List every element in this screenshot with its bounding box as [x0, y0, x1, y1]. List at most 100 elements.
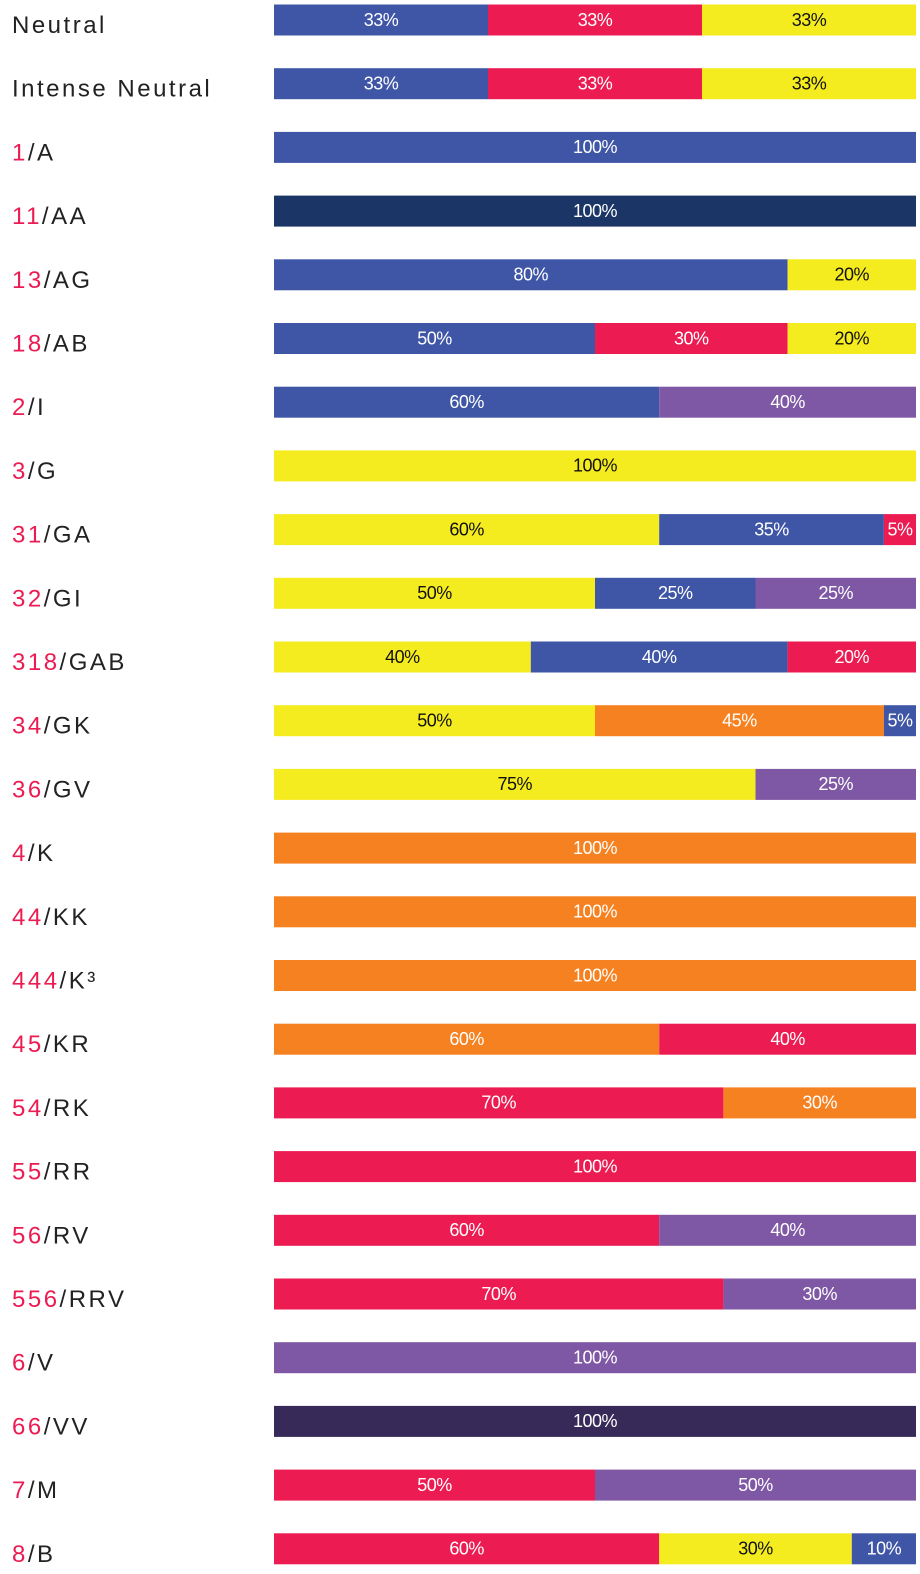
row-label: 2/I — [12, 395, 46, 422]
segment-label: 100% — [573, 201, 618, 221]
segment-label: 25% — [818, 774, 853, 794]
segment-label: 40% — [642, 647, 677, 667]
segment-label: 50% — [417, 328, 452, 348]
row-label: 54/RK — [12, 1095, 91, 1122]
segment-label: 50% — [417, 710, 452, 730]
row-name: /G — [28, 458, 58, 485]
segment-label: 33% — [792, 10, 827, 30]
segment-label: 33% — [364, 73, 399, 93]
row-name: /AG — [44, 267, 93, 294]
bar-segment — [274, 131, 916, 163]
row-name: /K — [28, 840, 56, 867]
row-name: /K³ — [60, 968, 98, 995]
row-label: 8/B — [12, 1541, 56, 1568]
row-label: 34/GK — [12, 713, 93, 740]
row-code: 7 — [12, 1477, 28, 1504]
segment-label: 50% — [738, 1475, 773, 1495]
segment-label: 100% — [573, 1347, 618, 1367]
row-name: /GI — [44, 586, 84, 613]
row-name: /GA — [44, 522, 93, 549]
segment-label: 30% — [674, 328, 709, 348]
bar-segment — [595, 705, 884, 737]
bar-segment — [274, 1278, 724, 1310]
row-code: 66 — [12, 1414, 44, 1441]
row-code: 556 — [12, 1286, 60, 1313]
bar-segment — [595, 1469, 916, 1501]
segment-label: 60% — [449, 392, 484, 412]
bar-segment — [274, 259, 788, 291]
bar-segment — [274, 896, 916, 928]
segment-label: 60% — [449, 519, 484, 539]
row-label: 318/GAB — [12, 649, 127, 676]
row-code: 34 — [12, 713, 44, 740]
bar-segment — [723, 1087, 916, 1119]
segment-label: 80% — [514, 265, 549, 285]
row-name: Neutral — [12, 12, 107, 39]
segment-label: 50% — [417, 1475, 452, 1495]
row-name: /RR — [44, 1159, 93, 1186]
row-name: /RRV — [60, 1286, 127, 1313]
bar-segment — [723, 1278, 916, 1310]
bar-segment — [787, 259, 916, 291]
segment-label: 40% — [770, 1220, 805, 1240]
segment-label: 60% — [449, 1220, 484, 1240]
segment-label: 45% — [722, 710, 757, 730]
row-code: 31 — [12, 522, 44, 549]
row-label: 7/M — [12, 1477, 60, 1504]
bar-segment — [488, 4, 702, 36]
bar-segment — [274, 577, 595, 609]
row-label: 32/GI — [12, 586, 83, 613]
bar-segment — [274, 323, 595, 354]
row-label: 1/A — [12, 140, 56, 167]
row-code: 4 — [12, 840, 28, 867]
segment-label: 20% — [835, 328, 870, 348]
segment-label: 75% — [497, 774, 532, 794]
bar-segment — [702, 4, 916, 36]
row-name: /VV — [44, 1414, 90, 1441]
segment-label: 25% — [818, 583, 853, 603]
bar-segment — [274, 705, 595, 737]
row-name: /RV — [44, 1223, 91, 1250]
bar-segment — [274, 386, 660, 418]
bar-segment — [787, 641, 916, 673]
row-label: 6/V — [12, 1350, 56, 1377]
bar-segment — [755, 768, 916, 800]
row-label: 31/GA — [12, 522, 93, 549]
segment-label: 100% — [573, 1156, 618, 1176]
segment-label: 60% — [449, 1029, 484, 1049]
bar-segment — [274, 1469, 595, 1501]
bar-segment — [274, 4, 488, 36]
segment-label: 33% — [364, 10, 399, 30]
segment-label: 10% — [867, 1539, 902, 1559]
segment-label: 25% — [658, 583, 693, 603]
row-name: /I — [28, 395, 46, 422]
bar-segment — [274, 1214, 660, 1246]
segment-label: 30% — [738, 1539, 773, 1559]
row-code: 1 — [12, 140, 28, 167]
row-code: 8 — [12, 1541, 28, 1568]
segment-label: 70% — [481, 1284, 516, 1304]
row-name: /KK — [44, 904, 90, 931]
row-code: 55 — [12, 1159, 44, 1186]
segment-label: 100% — [573, 838, 618, 858]
row-code: 13 — [12, 267, 44, 294]
segment-label: 50% — [417, 583, 452, 603]
bar-segment — [595, 323, 788, 354]
segment-label: 20% — [835, 265, 870, 285]
row-name: /B — [28, 1541, 56, 1568]
row-label: 11/AA — [12, 203, 88, 230]
segment-label: 100% — [573, 137, 618, 157]
bar-segment — [530, 641, 788, 673]
segment-label: 100% — [573, 456, 618, 476]
segment-label: 33% — [792, 73, 827, 93]
row-code: 54 — [12, 1095, 44, 1122]
row-name: /A — [28, 140, 56, 167]
bar-segment — [787, 323, 916, 354]
bar-segment — [488, 68, 702, 100]
row-label: 44/KK — [12, 904, 90, 931]
row-label: 45/KR — [12, 1032, 91, 1059]
bar-segment — [659, 386, 916, 418]
segment-label: 40% — [770, 1029, 805, 1049]
row-code: 2 — [12, 395, 28, 422]
segment-label: 30% — [802, 1093, 837, 1113]
